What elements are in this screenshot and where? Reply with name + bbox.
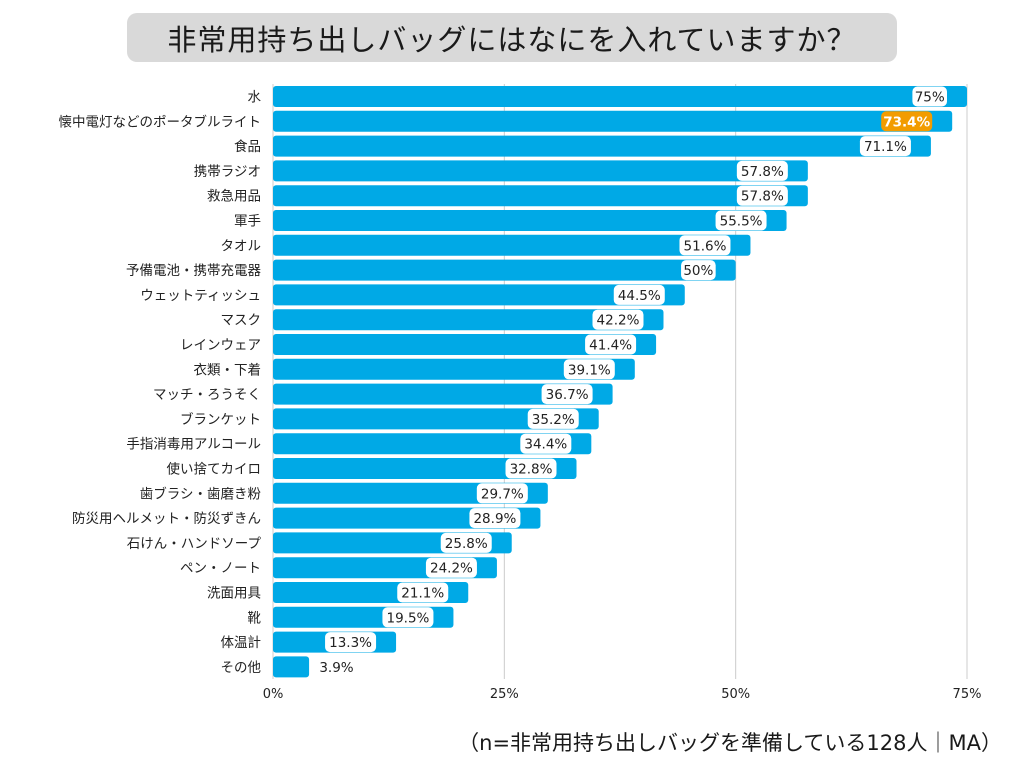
value-label-bg xyxy=(315,656,358,677)
bar xyxy=(273,160,808,182)
category-label: 防災用ヘルメット・防災ずきん xyxy=(72,511,261,527)
value-label: 3.9% xyxy=(319,660,353,676)
value-label-bg xyxy=(912,86,947,107)
category-label: その他 xyxy=(221,660,262,676)
value-label: 41.4% xyxy=(589,338,632,354)
bar xyxy=(273,334,657,355)
category-label: 衣類・下着 xyxy=(194,361,262,378)
x-tick-label: 50% xyxy=(721,687,750,702)
value-label: 36.7% xyxy=(546,387,589,403)
category-label: 携帯ラジオ xyxy=(194,164,261,180)
value-label: 28.9% xyxy=(473,511,516,527)
chart-title-box: 非常用持ち出しバッグにはなにを入れていますか？ xyxy=(127,13,897,62)
value-label-bg xyxy=(563,359,615,380)
category-label: 使い捨てカイロ xyxy=(167,461,262,478)
value-label-bg xyxy=(585,334,637,355)
value-label-bg xyxy=(859,136,911,157)
value-label: 34.4% xyxy=(524,437,567,453)
category-label: 歯ブラシ・歯磨き粉 xyxy=(140,485,262,502)
bar xyxy=(273,309,664,331)
value-label: 32.8% xyxy=(510,462,553,478)
category-label: 救急用品 xyxy=(207,189,261,205)
x-tick-label: 0% xyxy=(263,687,284,702)
footnote: （n=非常用持ち出しバッグを準備している128人｜MA） xyxy=(458,731,1002,755)
value-label-bg xyxy=(425,557,477,578)
x-tick-label: 25% xyxy=(490,687,519,702)
value-label: 55.5% xyxy=(720,214,763,230)
category-label: ブランケット xyxy=(180,411,261,428)
category-label: ペン・ノート xyxy=(180,561,261,577)
value-label: 75% xyxy=(915,90,945,106)
category-label: 懐中電灯などのポータブルライト xyxy=(59,113,262,130)
value-label-bg xyxy=(397,582,449,603)
value-label: 50% xyxy=(683,263,713,279)
value-label-bg xyxy=(592,309,644,330)
bar xyxy=(273,86,967,107)
bar xyxy=(273,383,613,405)
category-label: 食品 xyxy=(234,138,261,155)
bar xyxy=(273,656,310,678)
value-label-bg xyxy=(520,433,572,454)
value-label: 19.5% xyxy=(386,610,429,626)
category-label: 洗面用具 xyxy=(207,586,261,602)
bar xyxy=(273,259,736,281)
value-label-bg xyxy=(527,408,579,429)
value-label-bg xyxy=(715,210,767,231)
bar xyxy=(273,185,808,207)
value-label: 24.2% xyxy=(430,561,473,577)
value-label: 29.7% xyxy=(481,486,524,502)
value-label: 39.1% xyxy=(568,362,611,378)
value-label-bg xyxy=(681,260,716,281)
bar xyxy=(273,135,931,157)
value-label-bg xyxy=(541,384,593,405)
value-label: 57.8% xyxy=(741,164,784,180)
value-label: 35.2% xyxy=(532,412,575,428)
value-label: 25.8% xyxy=(445,536,488,552)
value-label-bg xyxy=(505,458,557,479)
value-label: 71.1% xyxy=(864,139,907,155)
value-label: 73.4% xyxy=(883,114,930,130)
value-label: 13.3% xyxy=(329,635,372,651)
category-label: マスク xyxy=(221,313,262,329)
value-label: 21.1% xyxy=(401,586,444,602)
bar xyxy=(273,210,787,231)
value-label-bg xyxy=(736,160,788,181)
category-label: 予備電池・携帯充電器 xyxy=(126,263,261,279)
value-label-bg xyxy=(440,532,492,553)
category-label: 軍手 xyxy=(234,214,261,230)
category-label: ウェットティッシュ xyxy=(140,288,261,304)
bar xyxy=(273,234,751,256)
category-label: 石けん・ハンドソープ xyxy=(127,536,262,552)
value-label-bg xyxy=(613,284,665,305)
value-label-bg xyxy=(881,111,933,132)
value-label: 42.2% xyxy=(597,313,640,329)
bar xyxy=(273,433,592,455)
chart-title: 非常用持ち出しバッグにはなにを入れていますか？ xyxy=(167,22,857,57)
category-label: マッチ・ろうそく xyxy=(153,387,261,403)
category-label: 体温計 xyxy=(221,635,262,651)
category-label: 靴 xyxy=(248,610,262,626)
value-label-bg xyxy=(325,632,377,653)
category-label: タオル xyxy=(221,238,262,254)
value-label: 44.5% xyxy=(618,288,661,304)
value-label-bg xyxy=(476,483,528,504)
bar xyxy=(273,110,953,132)
value-label: 51.6% xyxy=(684,238,727,254)
value-label: 57.8% xyxy=(741,189,784,205)
bar xyxy=(273,358,635,380)
value-label-bg xyxy=(382,607,434,628)
x-tick-label: 75% xyxy=(953,687,982,702)
value-label-bg xyxy=(736,185,788,206)
category-label: レインウェア xyxy=(180,338,261,354)
category-label: 手指消毒用アルコール xyxy=(126,437,261,453)
value-label-bg xyxy=(679,235,731,256)
bar xyxy=(273,284,685,306)
bar xyxy=(273,458,577,479)
bar xyxy=(273,408,599,430)
value-label-bg xyxy=(469,508,521,529)
category-label: 水 xyxy=(248,90,262,106)
